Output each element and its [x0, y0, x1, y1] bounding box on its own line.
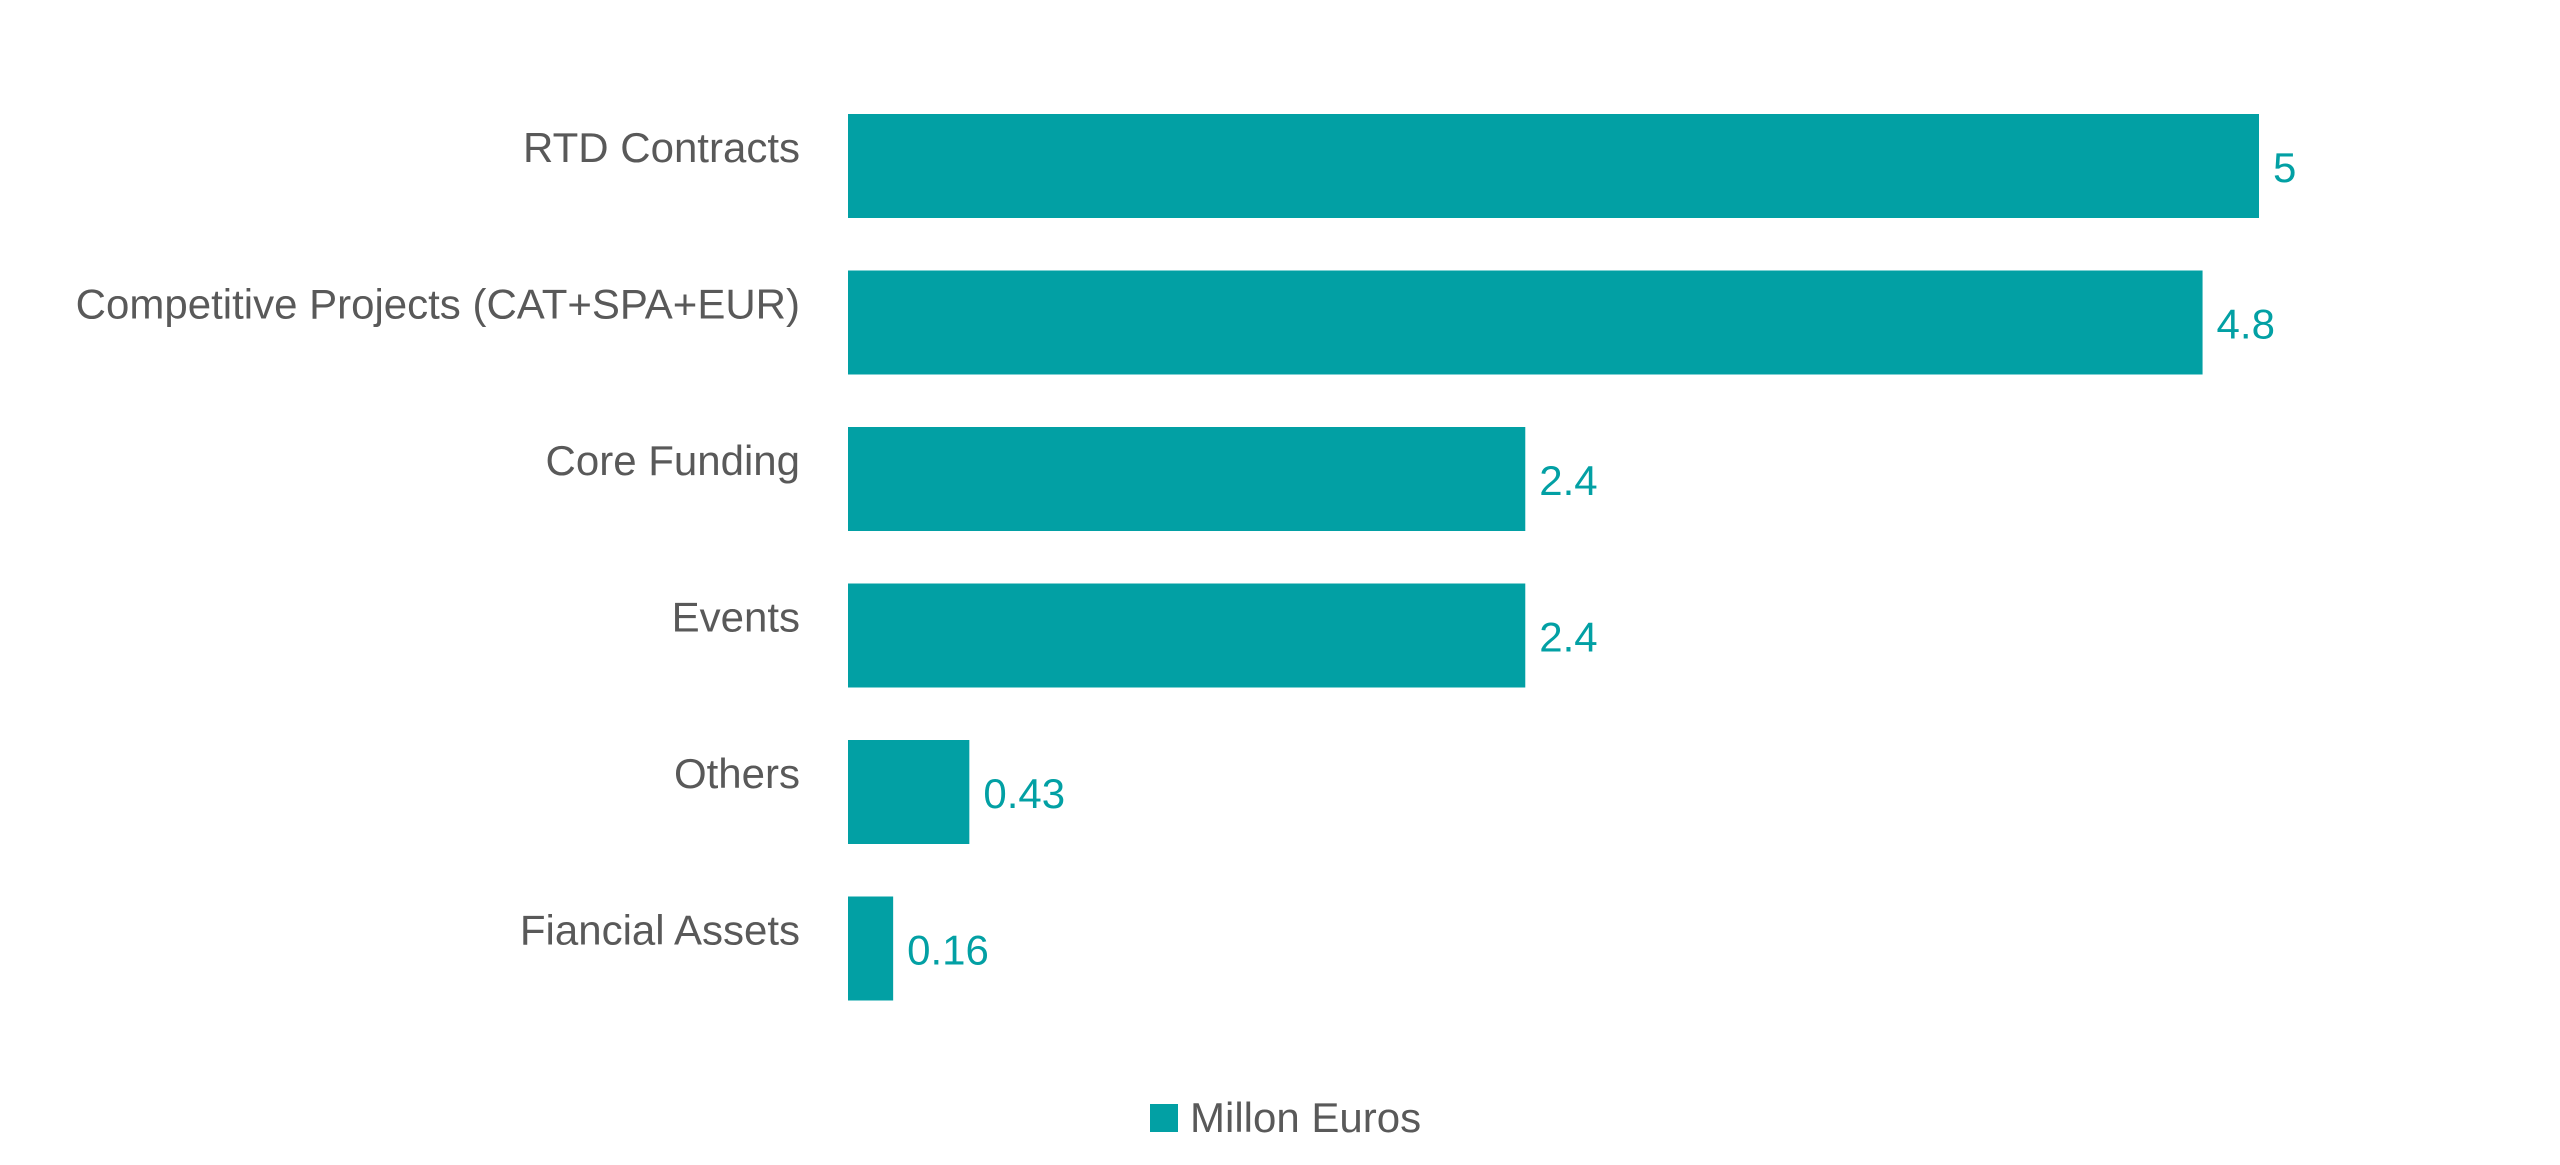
- bars-layer: RTD Contracts 5 Competitive Projects (CAT+…: [76, 114, 2296, 1001]
- value-label: 0.43: [983, 770, 1065, 817]
- value-label: 2.4: [1539, 457, 1597, 504]
- bar: [848, 583, 1526, 688]
- category-label: Competitive Projects (CAT+SPA+EUR): [76, 281, 800, 328]
- legend-label: Millon Euros: [1190, 1094, 1421, 1141]
- value-label: 2.4: [1539, 614, 1597, 661]
- legend-swatch: [1150, 1104, 1178, 1132]
- legend: Millon Euros: [1150, 1094, 1421, 1141]
- category-label: Core Funding: [546, 437, 800, 484]
- value-label: 5: [2273, 144, 2296, 191]
- value-label: 4.8: [2217, 301, 2275, 348]
- category-label: RTD Contracts: [523, 124, 800, 171]
- bar: [848, 740, 970, 844]
- bar: [848, 427, 1526, 531]
- category-label: Events: [672, 594, 800, 641]
- category-label: Fiancial Assets: [520, 907, 800, 954]
- value-label: 0.16: [907, 927, 989, 974]
- bar: [848, 270, 2203, 375]
- bar: [848, 114, 2259, 218]
- category-label: Others: [674, 750, 800, 797]
- bar: [848, 896, 894, 1001]
